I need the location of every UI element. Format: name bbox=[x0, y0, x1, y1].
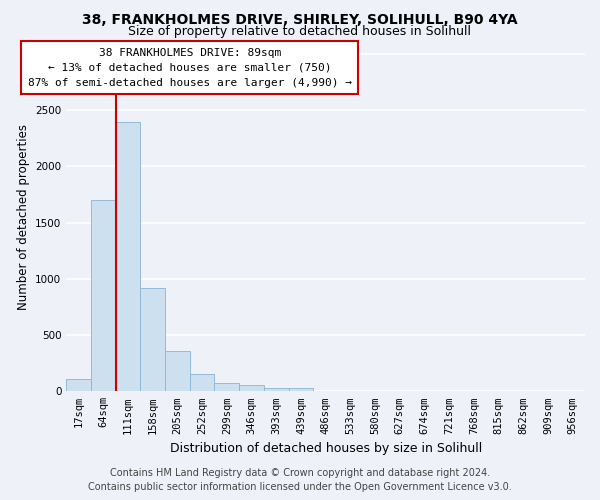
X-axis label: Distribution of detached houses by size in Solihull: Distribution of detached houses by size … bbox=[170, 442, 482, 455]
Bar bbox=[165, 351, 190, 392]
Bar bbox=[116, 122, 140, 392]
Text: Contains HM Land Registry data © Crown copyright and database right 2024.
Contai: Contains HM Land Registry data © Crown c… bbox=[88, 468, 512, 492]
Bar bbox=[289, 388, 313, 392]
Text: Size of property relative to detached houses in Solihull: Size of property relative to detached ho… bbox=[128, 25, 472, 38]
Bar bbox=[239, 385, 264, 392]
Bar bbox=[91, 200, 116, 392]
Bar bbox=[190, 374, 214, 392]
Bar bbox=[214, 383, 239, 392]
Y-axis label: Number of detached properties: Number of detached properties bbox=[17, 124, 29, 310]
Bar bbox=[66, 379, 91, 392]
Bar bbox=[140, 288, 165, 392]
Bar bbox=[264, 388, 289, 392]
Text: 38, FRANKHOLMES DRIVE, SHIRLEY, SOLIHULL, B90 4YA: 38, FRANKHOLMES DRIVE, SHIRLEY, SOLIHULL… bbox=[82, 12, 518, 26]
Text: 38 FRANKHOLMES DRIVE: 89sqm
← 13% of detached houses are smaller (750)
87% of se: 38 FRANKHOLMES DRIVE: 89sqm ← 13% of det… bbox=[28, 48, 352, 88]
